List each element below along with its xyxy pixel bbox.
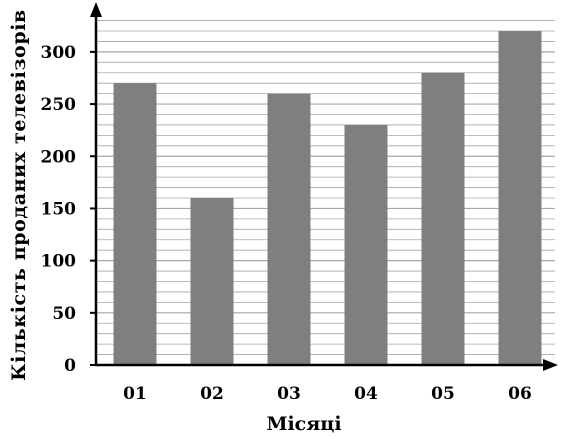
x-tick-label: 02 (200, 384, 224, 404)
axes (90, 2, 558, 371)
x-tick-label: 01 (123, 384, 147, 404)
y-tick-label: 0 (64, 356, 76, 376)
y-axis-title: Кількість проданих телевізорів (8, 9, 30, 381)
x-axis-arrow-icon (543, 359, 558, 371)
bar-04 (344, 124, 388, 365)
y-tick-label: 300 (41, 43, 77, 63)
bar-03 (267, 93, 311, 365)
y-tick-label: 150 (41, 199, 77, 219)
bar-05 (421, 72, 465, 365)
y-tick-label: 50 (52, 304, 76, 324)
y-axis-arrow-icon (90, 2, 102, 17)
x-tick-label: 05 (431, 384, 455, 404)
bar-02 (190, 198, 234, 365)
grid-lines (96, 20, 555, 355)
axis-ticks (90, 50, 96, 366)
y-tick-label: 100 (41, 252, 77, 272)
x-tick-label: 04 (354, 384, 378, 404)
x-tick-label: 03 (277, 384, 301, 404)
bar-06 (498, 31, 542, 366)
x-axis-title: Місяці (266, 413, 341, 435)
y-tick-label: 250 (41, 95, 77, 115)
y-tick-label: 200 (41, 147, 77, 167)
bar-01 (113, 83, 157, 366)
bars (113, 31, 542, 366)
x-tick-label: 06 (508, 384, 532, 404)
tick-labels: 01 02 03 04 05 06 0 50 100 150 200 250 300 (41, 43, 532, 404)
